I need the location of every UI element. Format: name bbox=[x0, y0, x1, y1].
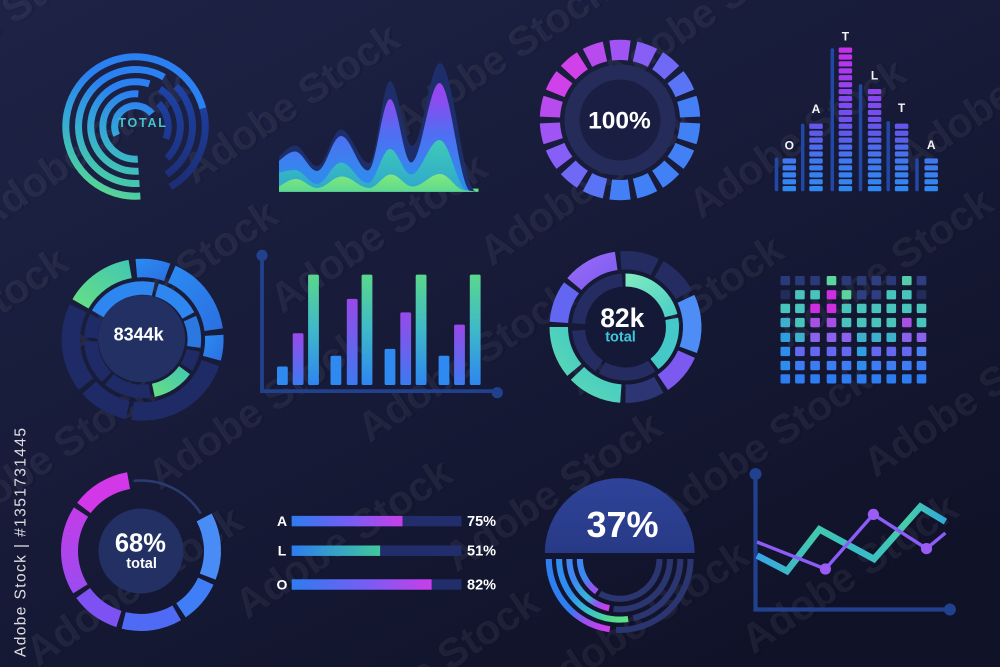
svg-text:8344k: 8344k bbox=[114, 325, 165, 345]
svg-text:68%: 68% bbox=[115, 530, 166, 558]
svg-text:A: A bbox=[277, 513, 287, 529]
svg-text:total: total bbox=[605, 330, 636, 346]
svg-text:O: O bbox=[785, 139, 794, 153]
svg-text:51%: 51% bbox=[467, 544, 496, 560]
svg-text:L: L bbox=[278, 543, 287, 559]
svg-text:100%: 100% bbox=[588, 108, 651, 135]
svg-text:82k: 82k bbox=[600, 303, 644, 333]
svg-text:T: T bbox=[898, 101, 906, 115]
svg-text:Adobe Stock | #1351731445: Adobe Stock | #1351731445 bbox=[13, 427, 30, 657]
svg-text:75%: 75% bbox=[467, 514, 496, 530]
svg-text:TOTAL: TOTAL bbox=[118, 116, 168, 130]
svg-text:L: L bbox=[871, 69, 878, 83]
svg-text:A: A bbox=[927, 138, 936, 152]
svg-text:total: total bbox=[126, 556, 157, 572]
svg-text:37%: 37% bbox=[586, 504, 658, 545]
svg-text:T: T bbox=[842, 30, 850, 44]
svg-text:A: A bbox=[812, 102, 821, 116]
svg-text:82%: 82% bbox=[467, 578, 496, 594]
svg-text:O: O bbox=[277, 577, 288, 593]
